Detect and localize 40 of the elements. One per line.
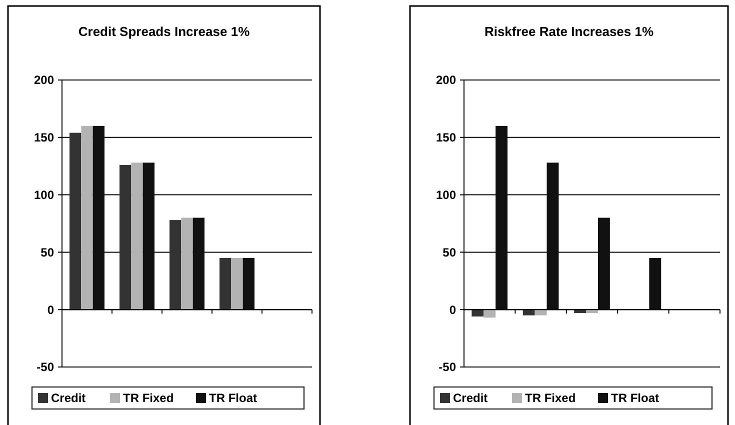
bar xyxy=(70,132,82,310)
bar xyxy=(92,126,104,310)
y-tick-label: 50 xyxy=(442,245,456,260)
bar xyxy=(170,220,182,310)
y-tick-label: -50 xyxy=(36,360,54,374)
bar xyxy=(546,162,559,310)
y-tick-label: 150 xyxy=(34,130,54,145)
bar xyxy=(231,258,243,310)
y-tick-label: 0 xyxy=(449,302,456,317)
bar xyxy=(484,310,496,318)
legend-label: TR Float xyxy=(209,391,257,406)
bar xyxy=(131,162,143,310)
legend-label: TR Fixed xyxy=(123,391,174,406)
y-tick-label: 50 xyxy=(40,245,54,260)
bar xyxy=(181,218,193,310)
bar xyxy=(242,258,254,310)
bar xyxy=(522,310,535,316)
bar xyxy=(534,310,547,316)
bar xyxy=(120,164,132,310)
bar xyxy=(192,218,204,310)
y-tick-label: 100 xyxy=(436,188,456,202)
y-tick-label: 100 xyxy=(34,188,54,202)
chart-title: Credit Spreads Increase 1% xyxy=(78,24,250,39)
y-tick-label: 200 xyxy=(34,73,54,88)
bar xyxy=(598,218,610,310)
bar xyxy=(649,258,662,310)
legend-label: Credit xyxy=(453,391,488,406)
bar xyxy=(472,310,484,316)
bar xyxy=(220,258,232,310)
y-tick-label: 0 xyxy=(47,302,54,317)
legend-label: Credit xyxy=(51,391,86,406)
bar xyxy=(142,162,154,310)
bar xyxy=(81,126,93,310)
bar xyxy=(496,126,508,310)
y-tick-label: 150 xyxy=(436,130,456,145)
chart-title: Riskfree Rate Increases 1% xyxy=(484,24,654,39)
y-tick-label: 200 xyxy=(436,73,456,88)
y-tick-label: -50 xyxy=(438,360,456,374)
legend-label: TR Float xyxy=(611,391,659,406)
legend-label: TR Fixed xyxy=(525,391,576,406)
